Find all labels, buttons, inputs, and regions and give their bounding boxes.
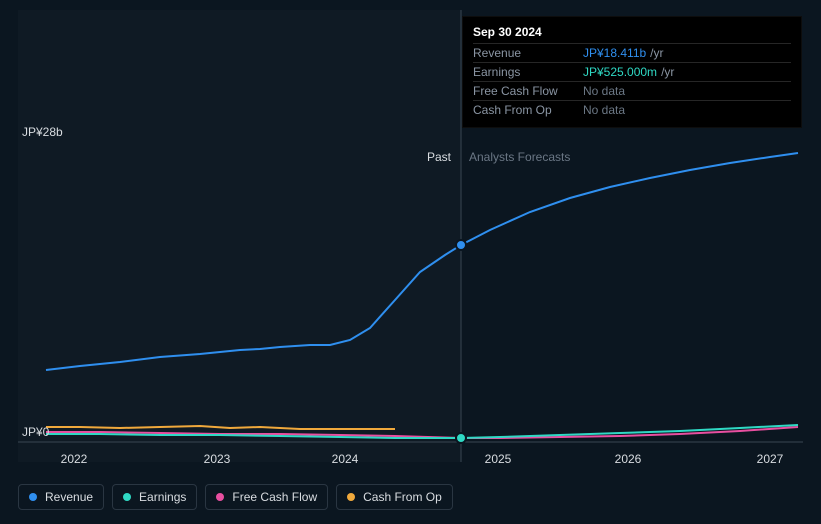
tooltip-title: Sep 30 2024 xyxy=(473,25,791,43)
x-tick: 2026 xyxy=(615,452,642,466)
legend-label: Free Cash Flow xyxy=(232,490,317,504)
x-tick: 2022 xyxy=(61,452,88,466)
marker-revenue xyxy=(456,240,466,250)
legend-item-cfo[interactable]: Cash From Op xyxy=(336,484,453,510)
tooltip-label: Earnings xyxy=(473,65,583,79)
tooltip-value: JP¥525.000m xyxy=(583,65,657,79)
y-tick-max: JP¥28b xyxy=(22,125,63,139)
x-tick: 2023 xyxy=(204,452,231,466)
tooltip-value: No data xyxy=(583,103,625,117)
legend-item-earnings[interactable]: Earnings xyxy=(112,484,197,510)
x-tick: 2024 xyxy=(332,452,359,466)
tooltip-row-revenue: Revenue JP¥18.411b /yr xyxy=(473,43,791,62)
tooltip-label: Free Cash Flow xyxy=(473,84,583,98)
y-tick-min: JP¥0 xyxy=(22,425,49,439)
tooltip-row-earnings: Earnings JP¥525.000m /yr xyxy=(473,62,791,81)
legend-dot-icon xyxy=(216,493,224,501)
legend-dot-icon xyxy=(347,493,355,501)
x-tick: 2025 xyxy=(485,452,512,466)
tooltip-row-cfo: Cash From Op No data xyxy=(473,100,791,119)
tooltip-label: Revenue xyxy=(473,46,583,60)
tooltip-value: No data xyxy=(583,84,625,98)
x-tick: 2027 xyxy=(757,452,784,466)
forecast-label: Analysts Forecasts xyxy=(469,150,570,164)
tooltip-unit: /yr xyxy=(650,46,663,60)
legend-label: Revenue xyxy=(45,490,93,504)
tooltip-row-fcf: Free Cash Flow No data xyxy=(473,81,791,100)
tooltip: Sep 30 2024 Revenue JP¥18.411b /yr Earni… xyxy=(462,16,802,128)
tooltip-value: JP¥18.411b xyxy=(583,46,646,60)
legend: Revenue Earnings Free Cash Flow Cash Fro… xyxy=(18,484,453,510)
legend-item-fcf[interactable]: Free Cash Flow xyxy=(205,484,328,510)
past-label: Past xyxy=(427,150,451,164)
marker-earnings xyxy=(456,433,466,443)
legend-label: Cash From Op xyxy=(363,490,442,504)
legend-label: Earnings xyxy=(139,490,186,504)
chart-container: JP¥28b JP¥0 Past Analysts Forecasts 2022… xyxy=(0,0,821,524)
tooltip-label: Cash From Op xyxy=(473,103,583,117)
legend-dot-icon xyxy=(29,493,37,501)
legend-dot-icon xyxy=(123,493,131,501)
legend-item-revenue[interactable]: Revenue xyxy=(18,484,104,510)
tooltip-unit: /yr xyxy=(661,65,674,79)
